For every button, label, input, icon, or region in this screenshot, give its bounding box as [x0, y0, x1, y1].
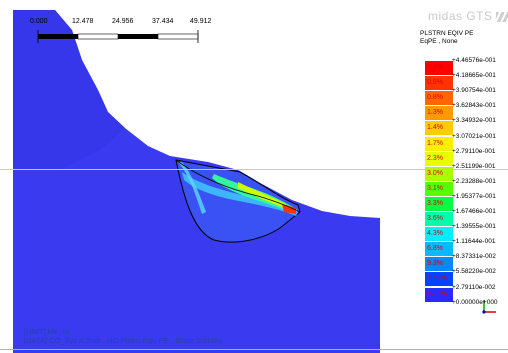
legend-percentage: 1.3% — [427, 109, 443, 117]
legend-percentage: 9.3% — [427, 260, 443, 268]
bottom-border — [0, 349, 508, 350]
legend-percentage: 4.3% — [427, 230, 443, 238]
legend-percentage: 1.4% — [427, 124, 443, 132]
legend-percentage: 3.1% — [427, 184, 443, 192]
legend-swatch — [425, 151, 453, 166]
legend-swatch — [425, 287, 453, 302]
logo-text: midas GTS — [428, 9, 493, 23]
scale-label-0: 0.000 — [30, 18, 48, 25]
unit-line: [UNIT] kN , m — [24, 327, 70, 336]
legend-swatch — [425, 166, 453, 181]
slope-shade — [13, 10, 125, 170]
legend-swatch — [425, 136, 453, 151]
legend-title-line-1: PLSTRN EQIV PE — [420, 30, 474, 37]
legend-percentage: 0.2% — [427, 64, 443, 71]
strain-band-secondary — [178, 162, 206, 214]
legend-swatch — [425, 181, 453, 196]
legend-title: PLSTRN EQIV PE EqPE , None — [420, 30, 473, 46]
legend-value: +1.39555e-001 — [452, 223, 496, 231]
legend-swatch — [425, 272, 453, 287]
legend-percentage: 47.8% — [427, 290, 447, 298]
legend-value: +5.58220e-002 — [452, 268, 496, 276]
legend-percentage: 3.6% — [427, 215, 443, 222]
legend-value: +2.79110e-001 — [452, 147, 496, 155]
legend-swatch — [425, 76, 453, 91]
status-footer: [UNIT] kN , m [DATA] CO_Syz A Stab , HO-… — [24, 327, 223, 345]
legend-percentage: 0.6% — [427, 79, 443, 87]
legend-swatch — [425, 242, 453, 257]
legend-percentage: 1.7% — [427, 139, 443, 147]
legend-value: +0.00000e+000 — [452, 298, 498, 306]
legend-value: +2.51199e-001 — [452, 162, 496, 170]
legend-swatch — [425, 106, 453, 121]
legend-value: +2.23288e-001 — [452, 177, 496, 185]
legend-swatch — [425, 61, 453, 76]
legend-value: +2.79110e-002 — [452, 283, 496, 291]
legend-swatch — [425, 91, 453, 106]
legend-percentage: 3.3% — [427, 199, 443, 207]
legend-value: +4.46576e-001 — [452, 57, 496, 64]
legend-swatch — [425, 212, 453, 227]
legend-swatch — [425, 121, 453, 136]
legend-swatch — [425, 227, 453, 242]
legend-value: +4.18665e-001 — [452, 72, 496, 80]
legend-value: +8.37331e-002 — [452, 253, 496, 261]
scale-label-3: 37.434 — [152, 18, 174, 25]
legend-value: +3.07021e-001 — [452, 132, 496, 140]
legend-percentage: 6.8% — [427, 245, 443, 253]
scale-label-2: 24.956 — [112, 18, 134, 25]
scale-label-4: 49.912 — [190, 18, 212, 25]
strain-band-peak — [282, 204, 296, 214]
legend-swatch — [425, 257, 453, 272]
legend-percentage: 2.3% — [427, 154, 443, 162]
legend-percentage: 3.0% — [427, 169, 443, 177]
legend-value: +3.62843e-001 — [452, 102, 496, 110]
legend-value: +1.11644e-001 — [452, 238, 496, 246]
legend-value: +3.90754e-001 — [452, 87, 496, 95]
legend-swatch — [425, 196, 453, 211]
strain-band-outer — [182, 172, 298, 216]
legend-value: +1.67466e-001 — [452, 208, 496, 215]
legend-percentage: 0.8% — [427, 94, 443, 102]
legend-percentage: 10.8% — [427, 275, 447, 283]
legend-value: +1.95377e-001 — [452, 192, 496, 200]
axis-triad — [482, 300, 496, 314]
logo-bars-icon — [495, 11, 508, 22]
legend-title-line-2: EqPE , None — [420, 38, 458, 45]
midas-gts-logo: midas GTS — [428, 9, 508, 23]
failure-zone-outline — [175, 159, 301, 243]
scale-bar — [37, 30, 199, 43]
data-line: [DATA] CO_Syz A Stab , HO-Plstrn Eqiv PE… — [24, 336, 223, 345]
scale-label-1: 12.478 — [72, 18, 94, 25]
legend-value: +3.34932e-001 — [452, 117, 496, 125]
slip-surface-line — [175, 159, 301, 213]
horizontal-guide-line — [0, 169, 508, 170]
